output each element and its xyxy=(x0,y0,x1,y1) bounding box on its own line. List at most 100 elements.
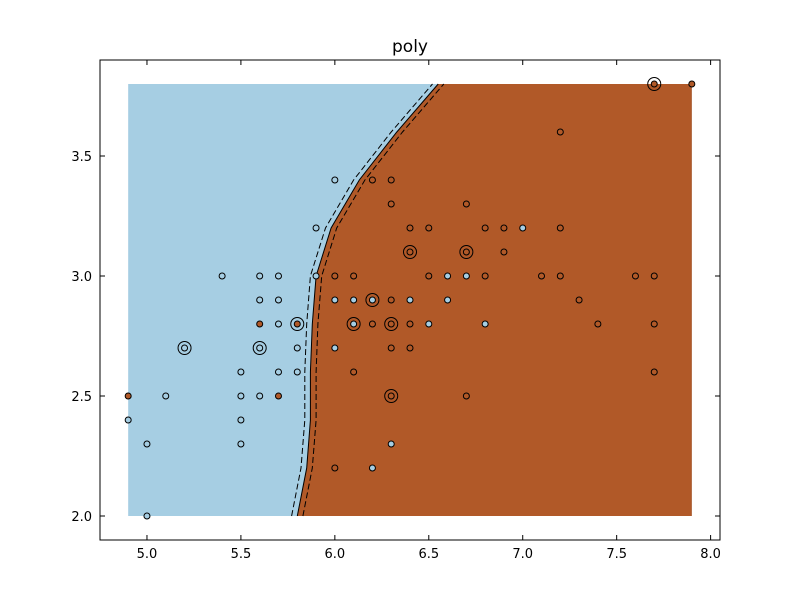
data-point xyxy=(256,296,264,304)
support-vector-ring xyxy=(459,245,474,259)
data-point xyxy=(519,224,527,232)
data-point xyxy=(481,224,489,232)
data-point xyxy=(274,368,282,376)
x-tick-label: 7.0 xyxy=(512,547,533,562)
data-point xyxy=(293,344,301,352)
data-point xyxy=(556,224,564,232)
data-point xyxy=(481,320,489,328)
support-vector-ring xyxy=(384,317,399,331)
support-vector-ring xyxy=(384,389,399,403)
data-point xyxy=(444,272,452,280)
data-point xyxy=(650,320,658,328)
decision-boundary xyxy=(296,83,439,517)
data-point xyxy=(274,320,282,328)
data-point xyxy=(350,320,358,328)
data-point xyxy=(331,296,339,304)
data-point xyxy=(256,392,264,400)
data-point xyxy=(368,296,376,304)
data-point xyxy=(237,416,245,424)
data-point xyxy=(350,296,358,304)
data-point xyxy=(594,320,602,328)
data-point xyxy=(218,272,226,280)
region-class-1 xyxy=(297,84,692,516)
data-point xyxy=(162,392,170,400)
x-tick-label: 8.0 xyxy=(700,547,721,562)
support-vector-ring xyxy=(252,341,267,355)
support-vector-ring xyxy=(365,293,380,307)
data-point xyxy=(406,344,414,352)
data-point xyxy=(500,248,508,256)
data-point xyxy=(387,392,395,400)
data-point xyxy=(143,440,151,448)
x-tick-label: 7.5 xyxy=(606,547,627,562)
axes-frame xyxy=(99,59,721,541)
support-vector-ring xyxy=(177,341,192,355)
data-point xyxy=(274,272,282,280)
data-point xyxy=(256,344,264,352)
data-point xyxy=(462,200,470,208)
data-point xyxy=(387,200,395,208)
plot-area xyxy=(124,77,696,520)
data-point xyxy=(274,392,282,400)
data-point xyxy=(293,320,301,328)
data-point xyxy=(425,272,433,280)
data-point xyxy=(368,464,376,472)
data-point xyxy=(387,344,395,352)
data-point xyxy=(312,272,320,280)
data-point xyxy=(143,512,151,520)
support-vector-ring xyxy=(346,317,361,331)
data-point xyxy=(350,368,358,376)
data-point xyxy=(556,128,564,136)
x-tick-label: 6.0 xyxy=(325,547,346,562)
data-point xyxy=(462,248,470,256)
support-vector-ring xyxy=(290,317,305,331)
data-point xyxy=(237,392,245,400)
x-tick-label: 5.0 xyxy=(137,547,158,562)
data-point xyxy=(462,272,470,280)
data-point xyxy=(237,440,245,448)
support-vector-ring xyxy=(403,245,417,259)
data-point xyxy=(331,272,339,280)
data-point xyxy=(256,320,264,328)
data-point xyxy=(425,320,433,328)
data-point xyxy=(331,464,339,472)
data-point xyxy=(331,344,339,352)
data-point xyxy=(425,224,433,232)
data-point xyxy=(481,272,489,280)
data-point xyxy=(274,296,282,304)
data-point xyxy=(312,224,320,232)
data-point xyxy=(331,176,339,184)
data-point xyxy=(293,368,301,376)
data-point xyxy=(387,320,395,328)
support-vector-ring xyxy=(647,77,662,91)
data-point xyxy=(500,224,508,232)
y-tick-label: 3.5 xyxy=(71,150,92,165)
chart-title: poly xyxy=(392,37,428,57)
data-point xyxy=(650,80,658,88)
data-point xyxy=(538,272,546,280)
data-point xyxy=(387,296,395,304)
data-point xyxy=(650,368,658,376)
data-point xyxy=(406,320,414,328)
data-point xyxy=(406,248,414,256)
data-point xyxy=(406,296,414,304)
margin-line-left xyxy=(291,83,433,517)
x-tick-label: 6.5 xyxy=(418,547,439,562)
data-point xyxy=(387,176,395,184)
x-tick-label: 5.5 xyxy=(231,547,252,562)
data-point xyxy=(556,272,564,280)
data-point xyxy=(575,296,583,304)
data-point xyxy=(650,272,658,280)
data-point xyxy=(368,320,376,328)
data-point xyxy=(237,368,245,376)
data-point xyxy=(350,272,358,280)
y-tick-label: 2.5 xyxy=(71,390,92,405)
data-point xyxy=(256,272,264,280)
data-point xyxy=(444,296,452,304)
data-point xyxy=(124,392,132,400)
data-point xyxy=(631,272,639,280)
y-tick-label: 2.0 xyxy=(71,510,92,525)
data-point xyxy=(462,392,470,400)
data-point xyxy=(124,416,132,424)
